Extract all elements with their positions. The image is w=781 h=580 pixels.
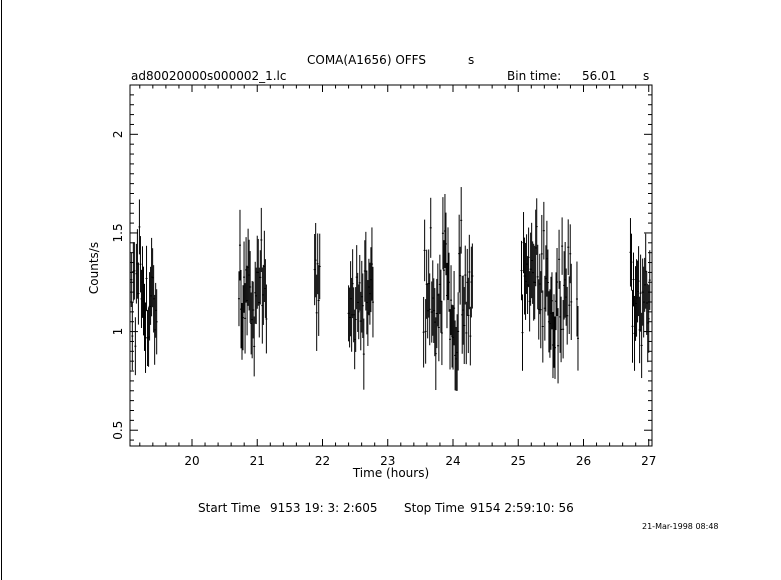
x-tick-label: 26 [576,454,591,468]
x-tick-label: 25 [511,454,526,468]
stop-time-value: 9154 2:59:10: 56 [470,501,574,515]
y-tick-label: 2 [111,130,125,138]
y-axis-label: Counts/s [87,242,101,294]
x-tick-label: 21 [250,454,265,468]
x-axis-label: Time (hours) [352,466,429,480]
x-tick-label: 27 [641,454,656,468]
object-title: COMA(A1656) OFFS [307,53,426,67]
axis-ticks: 20 21 22 23 24 25 26 27 0.5 1 1.5 2 [111,85,656,468]
data-layer [130,187,651,391]
x-tick-label: 24 [445,454,460,468]
bin-label: Bin time: [507,69,561,83]
x-tick-label: 20 [184,454,199,468]
y-tick-label: 0.5 [111,421,125,440]
file-name: ad80020000s000002_1.lc [131,69,287,83]
y-tick-label: 1 [111,328,125,336]
y-tick-label: 1.5 [111,223,125,242]
start-time-label: Start Time [198,501,261,515]
bin-value: 56.01 [582,69,616,83]
x-tick-label: 23 [380,454,395,468]
x-tick-label: 22 [315,454,330,468]
bin-unit: s [643,69,649,83]
plot-frame [129,84,653,447]
stop-time-label: Stop Time [404,501,464,515]
timestamp: 21-Mar-1998 08:48 [642,522,719,531]
start-time-value: 9153 19: 3: 2:605 [270,501,378,515]
object-suffix: s [468,53,474,67]
